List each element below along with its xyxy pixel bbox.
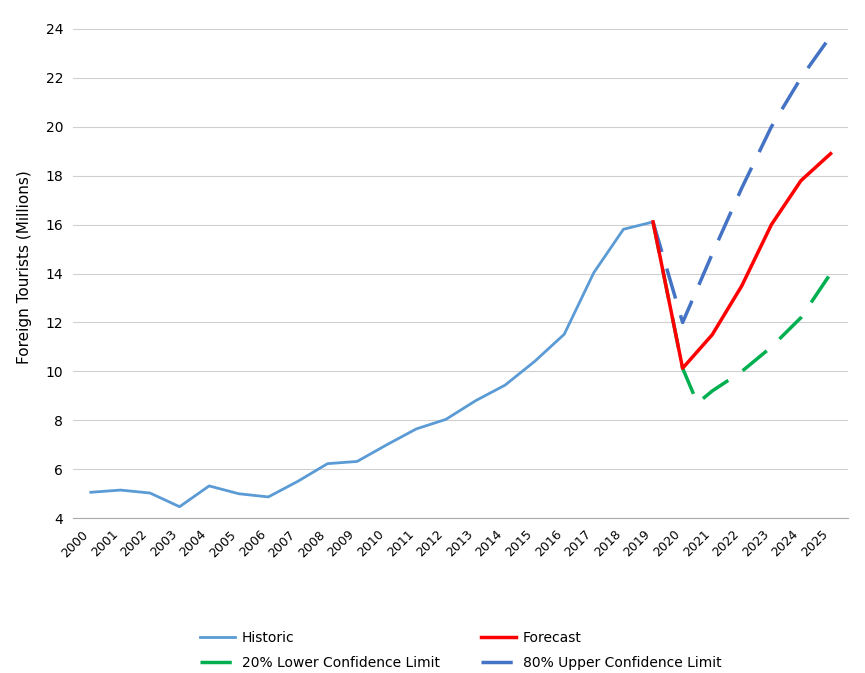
80% Upper Confidence Limit — [677, 318, 688, 326]
20% Lower Confidence Limit — [707, 387, 717, 395]
Historic — [263, 493, 273, 501]
80% Upper Confidence Limit — [648, 218, 658, 226]
Historic — [115, 486, 125, 494]
20% Lower Confidence Limit — [825, 269, 836, 277]
Historic — [144, 489, 155, 497]
Y-axis label: Foreign Tourists (Millions): Foreign Tourists (Millions) — [16, 170, 32, 364]
80% Upper Confidence Limit — [707, 250, 717, 258]
Line: Forecast: Forecast — [653, 153, 830, 368]
Historic — [411, 425, 421, 433]
Historic — [440, 415, 451, 423]
20% Lower Confidence Limit — [677, 364, 688, 372]
80% Upper Confidence Limit — [766, 122, 777, 131]
Historic — [618, 225, 629, 234]
Historic — [292, 477, 303, 485]
Line: Historic: Historic — [91, 222, 653, 507]
20% Lower Confidence Limit — [766, 343, 777, 351]
Historic — [559, 330, 569, 339]
Historic — [175, 503, 185, 511]
80% Upper Confidence Limit — [796, 74, 806, 82]
Line: 20% Lower Confidence Limit: 20% Lower Confidence Limit — [653, 222, 830, 403]
Historic — [352, 458, 362, 466]
Historic — [234, 490, 244, 498]
Historic — [381, 441, 392, 449]
Historic — [529, 357, 540, 365]
20% Lower Confidence Limit — [796, 314, 806, 322]
20% Lower Confidence Limit — [737, 367, 747, 376]
Forecast — [737, 282, 747, 290]
Historic — [648, 218, 658, 226]
80% Upper Confidence Limit — [737, 184, 747, 192]
Forecast — [766, 221, 777, 229]
Forecast — [796, 176, 806, 184]
Forecast — [825, 149, 836, 157]
Historic — [471, 397, 481, 405]
Forecast — [707, 330, 717, 339]
20% Lower Confidence Limit — [648, 218, 658, 226]
Line: 80% Upper Confidence Limit: 80% Upper Confidence Limit — [653, 36, 830, 322]
Historic — [500, 381, 510, 389]
20% Lower Confidence Limit — [692, 399, 702, 407]
80% Upper Confidence Limit — [825, 32, 836, 40]
Forecast — [677, 364, 688, 372]
Historic — [86, 488, 96, 496]
Historic — [204, 482, 215, 490]
Legend: Historic, 20% Lower Confidence Limit, Forecast, 80% Upper Confidence Limit: Historic, 20% Lower Confidence Limit, Fo… — [195, 625, 727, 673]
Forecast — [648, 218, 658, 226]
Historic — [323, 460, 333, 468]
Historic — [589, 269, 599, 277]
